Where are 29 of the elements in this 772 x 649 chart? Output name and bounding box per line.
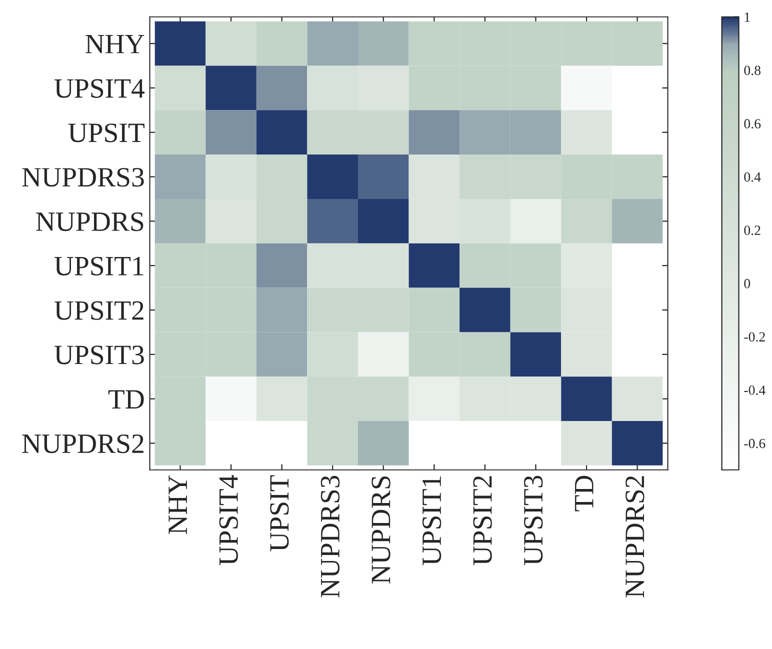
- color-bar-label: -0.4: [744, 386, 766, 395]
- x-tick-label: NUPDRS3: [320, 476, 340, 598]
- x-tick-label: UPSIT3: [524, 476, 543, 566]
- y-tick-label: UPSIT4: [54, 79, 144, 98]
- y-tick-label: UPSIT: [68, 124, 144, 142]
- color-bar-label: 0.8: [744, 66, 760, 76]
- y-tick-label: TD: [108, 390, 144, 409]
- y-tick-label: NUPDRS3: [22, 168, 144, 187]
- color-bar-label: -0.6: [744, 438, 766, 448]
- x-tick-label: TD: [575, 476, 594, 512]
- x-tick-label: UPSIT4: [219, 475, 238, 566]
- y-tick-label: UPSIT2: [54, 301, 144, 320]
- color-bar-label: 0: [744, 278, 750, 288]
- x-tick-label: UPSIT2: [473, 476, 492, 566]
- x-tick-label: UPSIT1: [422, 476, 442, 566]
- x-tick-label: NUPDRS2: [626, 476, 644, 598]
- y-tick-label: NHY: [86, 34, 144, 54]
- color-bar-label: 0.2: [744, 226, 760, 236]
- y-tick-label: NUPDRS2: [22, 434, 144, 454]
- color-bar-label: -0.2: [744, 332, 765, 342]
- x-tick-label: NUPDRS: [372, 476, 390, 584]
- color-bar-label: 0.6: [744, 119, 761, 128]
- x-tick-label: UPSIT: [270, 475, 289, 552]
- color-bar-label: 0.4: [744, 172, 761, 182]
- color-bar-label: 1: [744, 12, 750, 22]
- x-tick-label: NHY: [168, 475, 187, 534]
- y-tick-label: UPSIT3: [54, 346, 144, 364]
- y-tick-label: NUPDRS: [36, 212, 144, 232]
- y-tick-label: UPSIT1: [54, 256, 144, 276]
